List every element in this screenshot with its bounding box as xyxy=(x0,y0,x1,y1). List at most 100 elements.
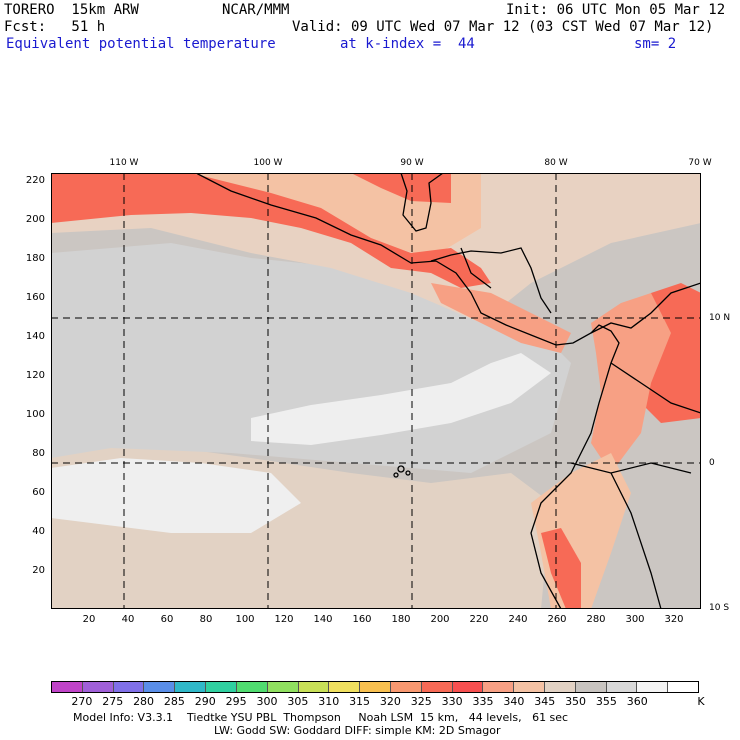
legend-label: 300 xyxy=(256,695,278,708)
legend-swatch xyxy=(82,682,114,692)
x-tick-320: 320 xyxy=(664,614,684,625)
lat-label-0: 0 xyxy=(709,458,715,468)
lon-label-90w: 90 W xyxy=(400,158,424,168)
legend-swatch xyxy=(236,682,268,692)
x-tick-20: 20 xyxy=(82,614,96,625)
x-tick-140: 140 xyxy=(313,614,333,625)
legend-label: 345 xyxy=(534,695,556,708)
field-360k-band-central xyxy=(251,353,551,445)
legend-label: 310 xyxy=(318,695,340,708)
x-tick-160: 160 xyxy=(352,614,372,625)
peru-border xyxy=(570,462,692,474)
lon-label-80w: 80 W xyxy=(544,158,568,168)
lat-label-10n: 10 N xyxy=(709,313,731,323)
legend-swatch xyxy=(483,682,515,692)
x-tick-300: 300 xyxy=(625,614,645,625)
y-tick-120: 120 xyxy=(25,370,45,381)
y-tick-220: 220 xyxy=(25,175,45,186)
y-tick-20: 20 xyxy=(32,565,45,576)
legend-swatch xyxy=(606,682,638,692)
legend-swatch xyxy=(452,682,484,692)
lon-label-100w: 100 W xyxy=(253,158,283,168)
colombia-north-coast xyxy=(590,282,701,334)
legend-label: 270 xyxy=(71,695,93,708)
map-frame xyxy=(51,173,701,609)
model-title: TORERO 15km ARW xyxy=(4,2,139,18)
x-tick-280: 280 xyxy=(586,614,606,625)
legend-label: 335 xyxy=(472,695,494,708)
lon-label-110w: 110 W xyxy=(109,158,139,168)
organization-label: NCAR/MMM xyxy=(222,2,290,18)
legend-swatch xyxy=(267,682,299,692)
galapagos-island-a xyxy=(397,465,405,473)
model-info-line: Model Info: V3.3.1 Tiedtke YSU PBL Thomp… xyxy=(73,711,569,724)
field-330k-mexico xyxy=(51,173,491,288)
legend-label: 320 xyxy=(379,695,401,708)
legend-label: 290 xyxy=(194,695,216,708)
y-tick-40: 40 xyxy=(32,526,45,537)
valid-time: Valid: 09 UTC Wed 07 Mar 12 (03 CST Wed … xyxy=(292,19,714,35)
legend-label: 305 xyxy=(287,695,309,708)
legend-swatch xyxy=(514,682,545,692)
legend-unit: K xyxy=(697,695,705,708)
legend-swatch xyxy=(545,682,576,692)
field-name: Equivalent potential temperature xyxy=(6,36,276,52)
legend-swatch xyxy=(421,682,453,692)
y-tick-60: 60 xyxy=(32,487,45,498)
x-tick-220: 220 xyxy=(469,614,489,625)
legend-swatch xyxy=(668,682,699,692)
level-label: at k-index = 44 xyxy=(340,36,475,52)
legend-swatch xyxy=(637,682,669,692)
x-tick-40: 40 xyxy=(121,614,135,625)
field-335k-andes-north xyxy=(591,293,671,473)
legend-label: 350 xyxy=(565,695,587,708)
legend-swatch xyxy=(113,682,145,692)
yucatan-coast xyxy=(400,173,444,232)
legend-label: 355 xyxy=(595,695,617,708)
x-tick-180: 180 xyxy=(391,614,411,625)
legend-label: 285 xyxy=(163,695,185,708)
y-tick-180: 180 xyxy=(25,253,45,264)
legend-swatch xyxy=(298,682,330,692)
lat-label-10s: 10 S xyxy=(709,603,730,613)
caribbean-coast xyxy=(430,247,552,314)
graticule xyxy=(51,173,701,609)
field-330k-peru-coast xyxy=(541,528,581,609)
init-time: Init: 06 UTC Mon 05 Mar 12 xyxy=(506,2,726,18)
x-tick-100: 100 xyxy=(235,614,255,625)
field-360k-band-south xyxy=(51,458,301,533)
legend-label: 315 xyxy=(349,695,371,708)
y-tick-80: 80 xyxy=(32,448,45,459)
legend-label: 360 xyxy=(626,695,648,708)
theta-e-map xyxy=(51,173,701,609)
forecast-hour: Fcst: 51 h xyxy=(4,19,106,35)
honduras-border xyxy=(460,247,492,289)
y-tick-200: 200 xyxy=(25,214,45,225)
legend-swatch xyxy=(175,682,207,692)
y-tick-100: 100 xyxy=(25,409,45,420)
legend-label: 325 xyxy=(410,695,432,708)
galapagos-island-c xyxy=(393,472,399,478)
legend-swatch xyxy=(360,682,391,692)
x-tick-260: 260 xyxy=(547,614,567,625)
x-tick-60: 60 xyxy=(160,614,174,625)
y-tick-160: 160 xyxy=(25,292,45,303)
legend-label: 295 xyxy=(225,695,247,708)
legend-label: 275 xyxy=(102,695,124,708)
legend-swatch xyxy=(144,682,176,692)
legend-swatch xyxy=(575,682,607,692)
legend-label: 330 xyxy=(441,695,463,708)
legend-swatch xyxy=(52,682,83,692)
legend-label: 280 xyxy=(133,695,155,708)
legend-swatch xyxy=(206,682,237,692)
smoothing-label: sm= 2 xyxy=(634,36,677,52)
x-tick-200: 200 xyxy=(430,614,450,625)
legend-swatch xyxy=(390,682,422,692)
legend-swatch xyxy=(329,682,361,692)
andes-border xyxy=(610,472,662,609)
lon-label-70w: 70 W xyxy=(688,158,712,168)
galapagos-island-b xyxy=(405,470,411,476)
x-tick-80: 80 xyxy=(199,614,213,625)
physics-info-line: LW: Godd SW: Goddard DIFF: simple KM: 2D… xyxy=(214,724,501,737)
y-tick-140: 140 xyxy=(25,331,45,342)
